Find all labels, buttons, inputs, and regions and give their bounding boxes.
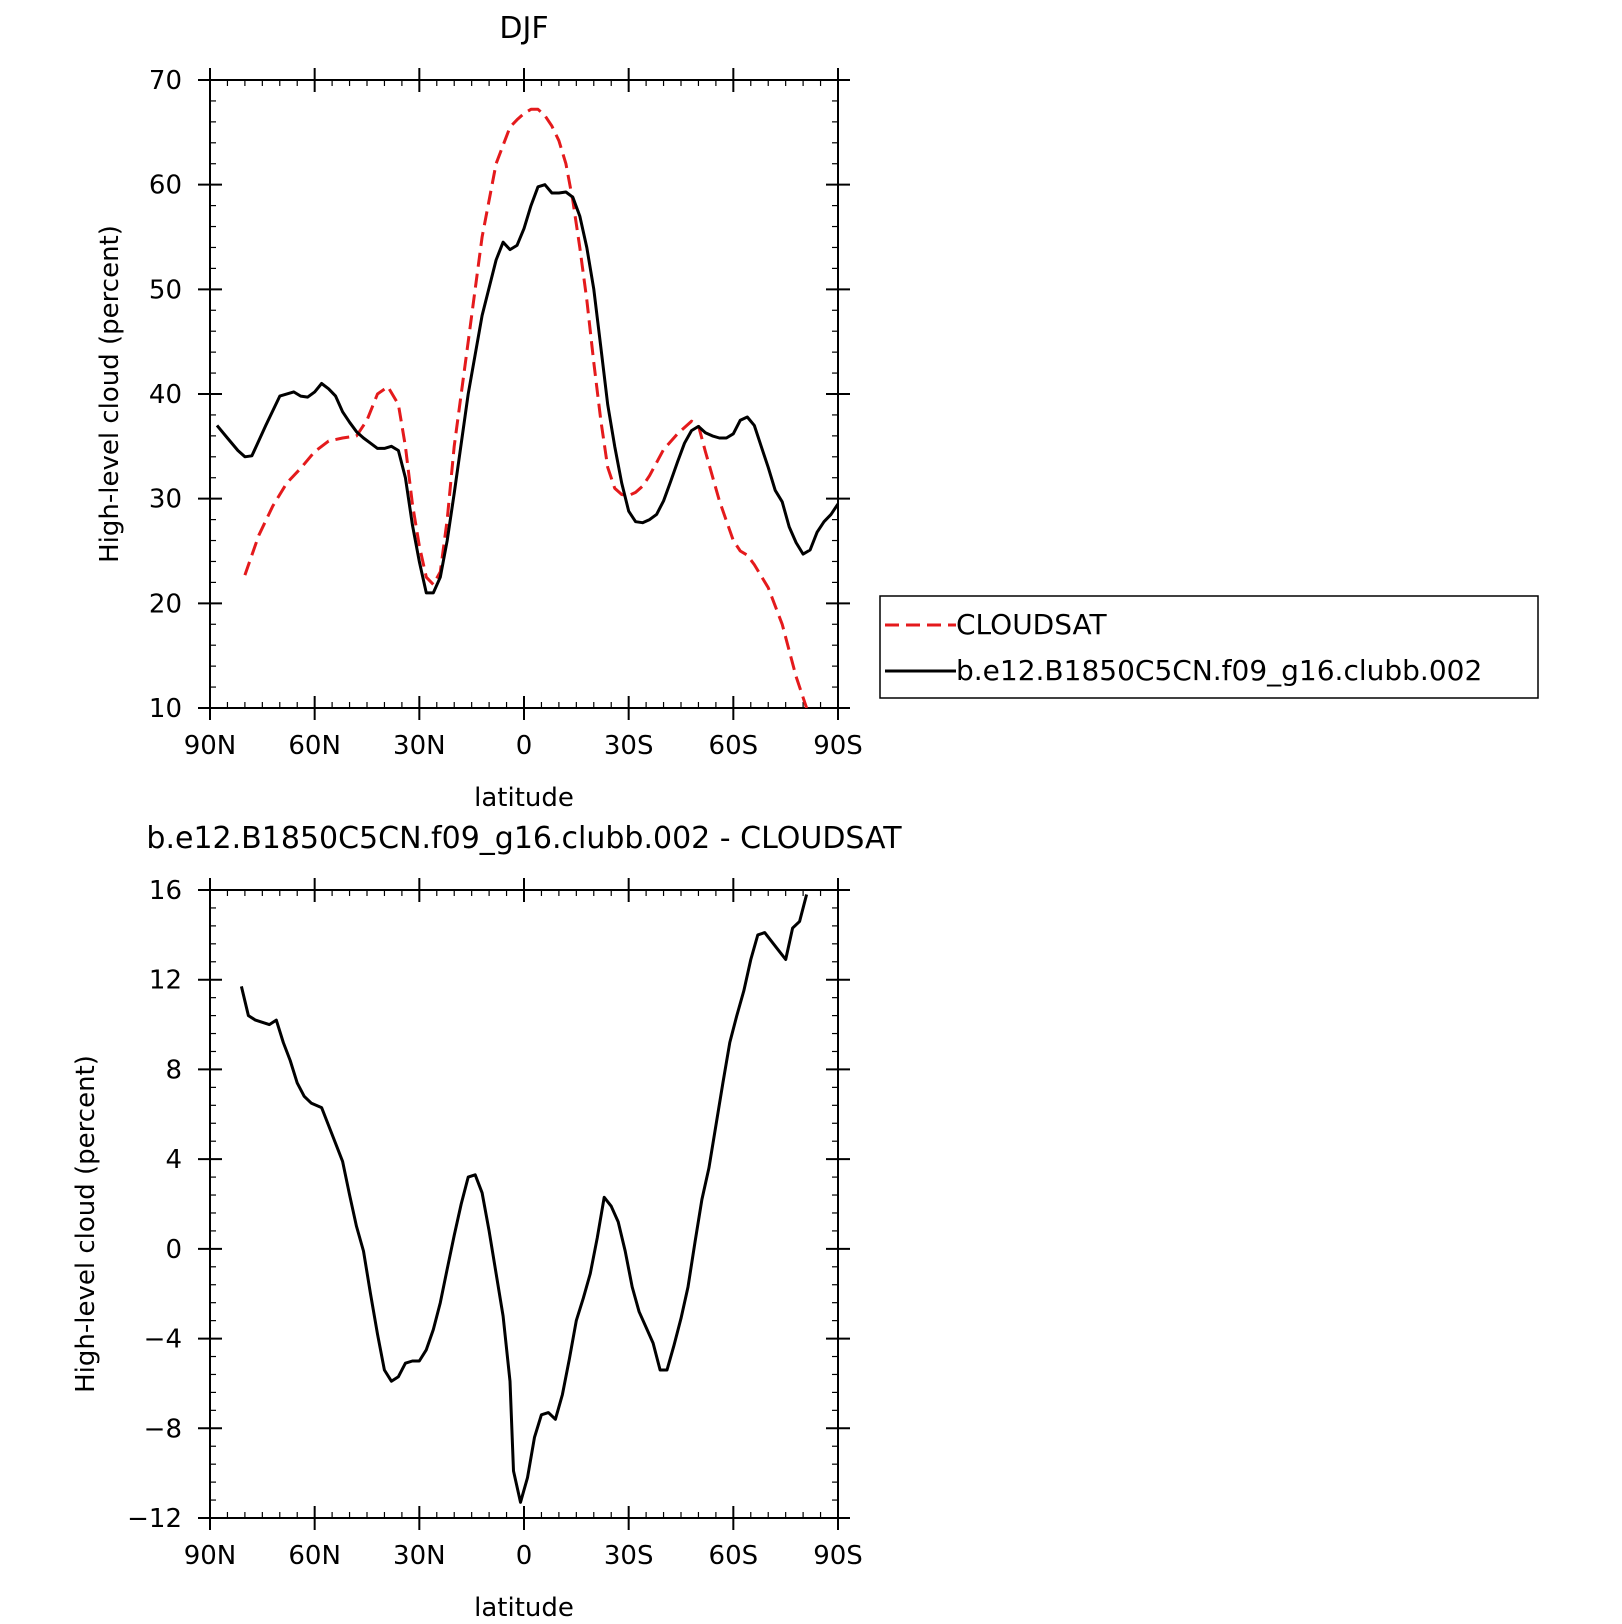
bottom-y-tick-label: 4 — [165, 1145, 182, 1175]
bottom-y-tick-label: −4 — [144, 1325, 182, 1355]
bottom-y-axis-label: High-level cloud (percent) — [71, 1055, 101, 1393]
bottom-y-tick-label: −8 — [144, 1414, 182, 1444]
top-x-axis-label: latitude — [474, 783, 574, 813]
top-y-tick-label: 30 — [149, 485, 182, 515]
top-y-tick-label: 40 — [149, 380, 182, 410]
legend-label-cloudsat: CLOUDSAT — [956, 608, 1108, 641]
bottom-x-axis-label: latitude — [474, 1593, 574, 1623]
bottom-x-tick-label: 60S — [709, 1541, 759, 1571]
top-y-tick-label: 20 — [149, 589, 182, 619]
bottom-plot-area: 90N 60N 30N 0 30S 60S 90S −12 −8 −4 0 4 8 12 16 — [127, 876, 863, 1571]
bottom-y-tick-label: 8 — [165, 1055, 182, 1085]
bottom-panel-difference: b.e12.B1850C5CN.f09_g16.clubb.002 - CLOU… — [71, 821, 902, 1623]
top-y-tick-label: 60 — [149, 171, 182, 201]
bottom-x-tick-label: 60N — [288, 1541, 341, 1571]
top-x-tick-label: 90S — [813, 731, 863, 761]
bottom-x-tick-label: 30N — [393, 1541, 446, 1571]
bottom-y-tick-label: 12 — [149, 966, 182, 996]
top-panel-djf: DJF 90N 60N 30N 0 30S 60S 90S 10 20 30 40 50 60 70 la… — [95, 11, 863, 813]
top-x-tick-label: 90N — [184, 731, 237, 761]
top-series-cloudsat-line — [243, 107, 809, 708]
bottom-x-tick-label: 90S — [813, 1541, 863, 1571]
top-x-tick-label: 60N — [288, 731, 341, 761]
bottom-chart-title: b.e12.B1850C5CN.f09_g16.clubb.002 - CLOU… — [146, 821, 902, 856]
top-plot-area: 90N 60N 30N 0 30S 60S 90S 10 20 30 40 50 60 70 — [149, 66, 863, 761]
bottom-y-tick-label: −12 — [127, 1504, 182, 1534]
top-chart-title: DJF — [499, 11, 548, 46]
top-y-tick-label: 50 — [149, 275, 182, 305]
top-frame — [209, 79, 839, 709]
top-x-tick-label: 30S — [604, 731, 654, 761]
top-y-tick-label: 70 — [149, 66, 182, 96]
legend-box — [879, 595, 1539, 699]
top-y-axis-label: High-level cloud (percent) — [95, 225, 125, 563]
bottom-x-tick-label: 30S — [604, 1541, 654, 1571]
top-x-tick-label: 60S — [709, 731, 759, 761]
bottom-y-tick-label: 16 — [149, 876, 182, 906]
bottom-x-tick-label: 90N — [184, 1541, 237, 1571]
bottom-x-tick-label: 0 — [516, 1541, 533, 1571]
legend-label-model: b.e12.B1850C5CN.f09_g16.clubb.002 — [956, 654, 1482, 687]
top-x-tick-label: 30N — [393, 731, 446, 761]
top-x-tick-label: 0 — [516, 731, 533, 761]
top-y-tick-label: 10 — [149, 694, 182, 724]
bottom-y-tick-label: 0 — [165, 1235, 182, 1265]
top-series-model-line — [215, 183, 838, 595]
legend: CLOUDSAT b.e12.B1850C5CN.f09_g16.clubb.0… — [879, 595, 1539, 699]
bottom-series-model-line — [239, 894, 809, 1504]
